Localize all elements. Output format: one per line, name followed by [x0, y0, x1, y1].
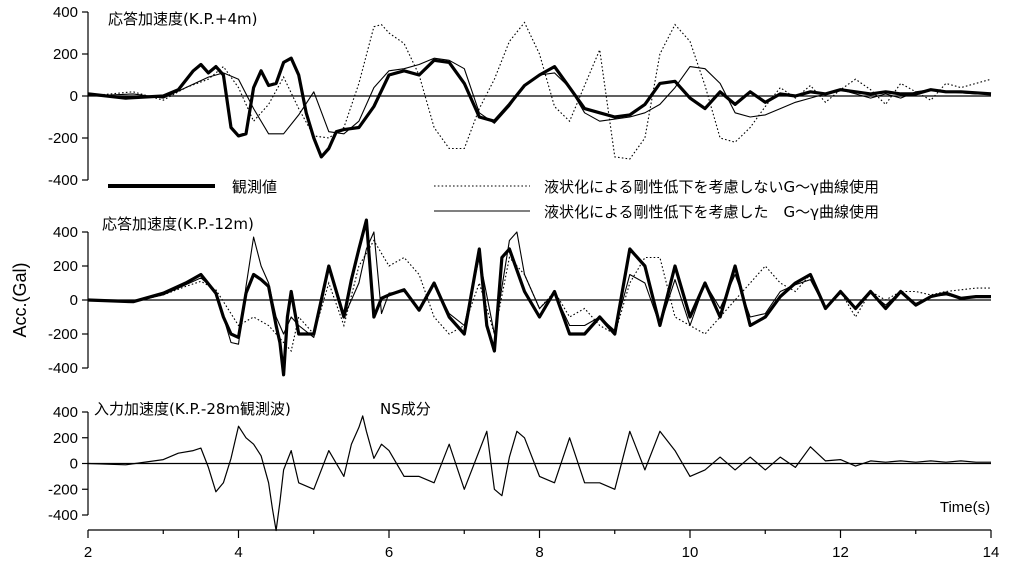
panel3-y-tick-label: -400 — [48, 507, 78, 524]
panel2-series-observed-line — [87, 218, 991, 377]
x-tick-label: 14 — [983, 544, 1000, 561]
x-tick-label: 6 — [385, 544, 393, 561]
x-tick-label: 4 — [234, 544, 242, 561]
panel1-series-with-line — [87, 57, 991, 135]
panel3-subtitle: NS成分 — [380, 400, 431, 418]
panel2-y-tick-label: -200 — [48, 326, 78, 343]
panel3-y-tick-label: -200 — [48, 481, 78, 498]
panel3-series-input-line — [87, 415, 991, 532]
panel3-y-tick-label: 200 — [53, 430, 78, 447]
y-axis-label: Acc.(Gal) — [10, 262, 30, 337]
legend-observed-label: 観測値 — [232, 178, 277, 196]
panel2-series-without-line — [87, 239, 991, 353]
legend-with-label: 液状化による剛性低下を考慮した G～γ曲線使用 — [544, 203, 879, 221]
panel2-title: 応答加速度(K.P.-12m) — [102, 215, 254, 233]
panel3-y-tick-label: 0 — [70, 456, 78, 473]
panel1-y-tick-label: -200 — [48, 130, 78, 147]
panel2-y-tick-label: 200 — [53, 258, 78, 275]
panel2-y-tick-label: 400 — [53, 224, 78, 241]
panel1-y-tick-label: 200 — [53, 46, 78, 63]
x-tick-label: 2 — [84, 544, 92, 561]
panel2-y-tick-label: 0 — [70, 292, 78, 309]
panel1-y-tick-label: 400 — [53, 4, 78, 21]
x-tick-label: 8 — [535, 544, 543, 561]
x-tick-label: 10 — [682, 544, 699, 561]
x-tick-label: 12 — [832, 544, 849, 561]
panel1-y-tick-label: 0 — [70, 88, 78, 105]
x-axis-label: Time(s) — [940, 499, 990, 516]
panel1-title: 応答加速度(K.P.+4m) — [108, 10, 258, 28]
panel3-y-tick-label: 400 — [53, 404, 78, 421]
panel3-title: 入力加速度(K.P.-28m観測波) — [94, 400, 291, 418]
panel2-y-tick-label: -400 — [48, 360, 78, 377]
panel1-y-tick-label: -400 — [48, 172, 78, 189]
panel1-series-observed-line — [87, 56, 992, 159]
legend-without-label: 液状化による剛性低下を考慮しないG～γ曲線使用 — [544, 178, 879, 196]
panel2-series-with-line — [87, 231, 991, 345]
